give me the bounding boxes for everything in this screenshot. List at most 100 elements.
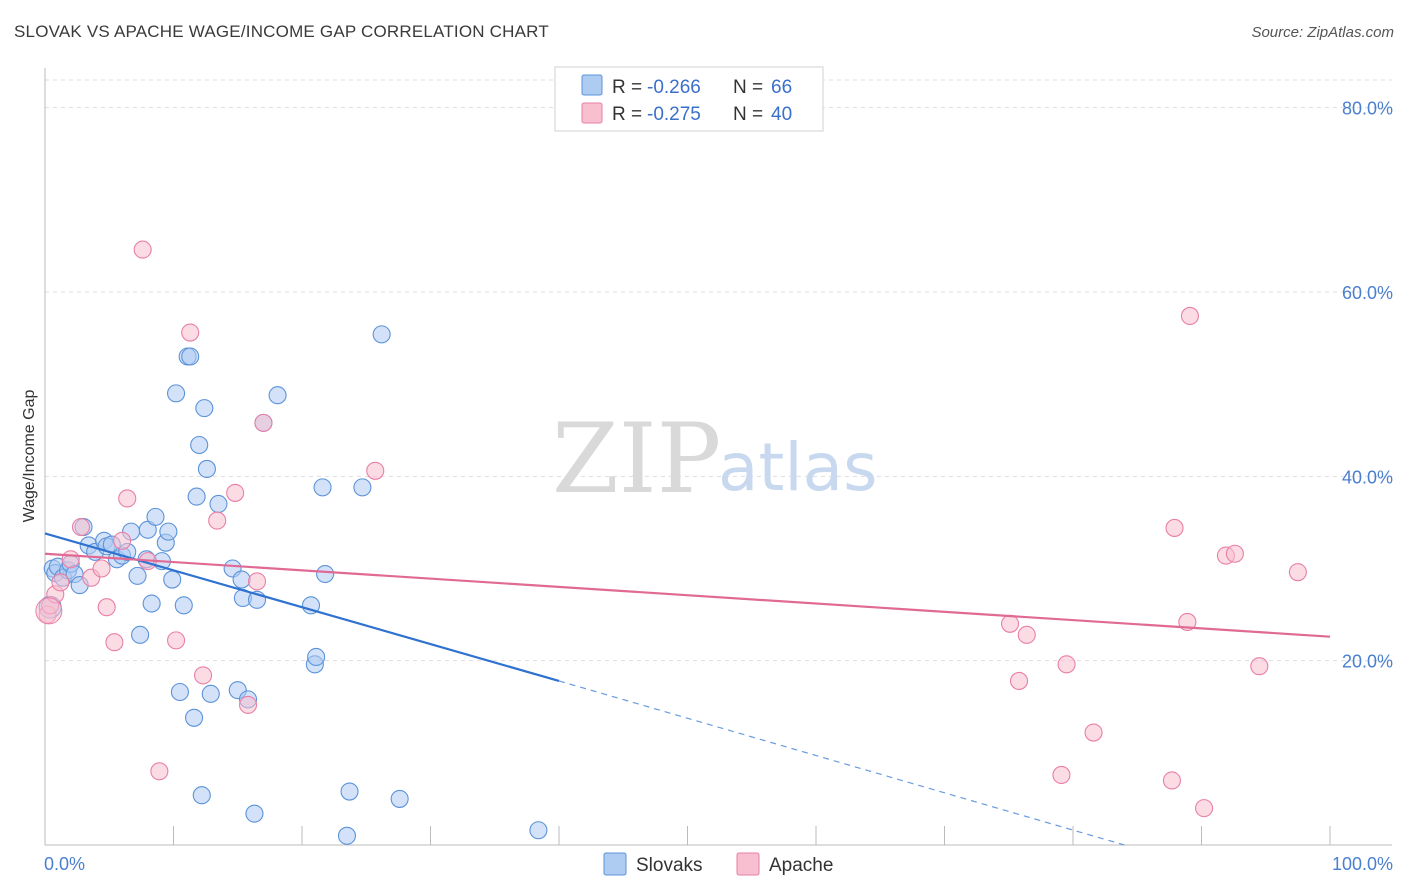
legend-swatch-apache	[581, 102, 603, 124]
legend-r-value-1: -0.266	[647, 77, 701, 98]
apache-point-28	[1057, 655, 1076, 674]
slovaks-point-36	[192, 786, 211, 805]
legend-r-label-1: R =	[612, 77, 642, 98]
apache-point-33	[1180, 306, 1199, 326]
legend-n-label-2: N =	[733, 104, 763, 125]
apache-point-large	[35, 597, 63, 625]
y-tick-label-0: 20.0%	[1342, 652, 1393, 672]
apache-point-38	[1288, 563, 1307, 582]
apache-point-36	[1225, 544, 1244, 563]
x-tick-label-1: 100.0%	[1332, 854, 1393, 874]
y-tick-label-1: 40.0%	[1342, 467, 1393, 487]
slovaks-point-46	[245, 804, 264, 823]
slovaks-point-57	[353, 478, 372, 497]
bottom-legend-label-slovaks: Slovaks	[636, 855, 703, 876]
apache-point-20	[238, 695, 258, 714]
legend-n-value-2: 40	[771, 104, 792, 125]
slovaks-point-23	[146, 507, 165, 526]
slovaks-point-34	[187, 487, 206, 506]
slovaks-point-38	[197, 459, 216, 479]
trend-line-slovaks-extrapolated	[558, 680, 1125, 846]
apache-point-31	[1165, 518, 1184, 537]
axes	[44, 68, 1392, 846]
apache-point-14	[150, 762, 169, 781]
slovaks-point-32	[181, 347, 200, 366]
source-credit: Source: ZipAtlas.com	[1251, 24, 1394, 41]
slovaks-point-58	[372, 325, 391, 344]
slovaks-point-39	[201, 684, 220, 703]
x-tick-label-0: 0.0%	[44, 854, 85, 874]
x-tick-labels: 0.0% 100.0%	[44, 854, 1393, 874]
apache-point-23	[366, 461, 385, 480]
apache-point-8	[97, 598, 116, 617]
apache-point-29	[1084, 723, 1103, 742]
legend-box: R = -0.266 N = 66 R = -0.275 N = 40	[554, 66, 824, 132]
bottom-legend-swatch-slovaks	[603, 852, 627, 876]
apache-point-9	[105, 633, 124, 652]
series-apache-points	[35, 240, 1307, 818]
apache-point-30	[1162, 771, 1181, 790]
slovaks-point-28	[167, 384, 186, 403]
y-tick-labels: 20.0% 40.0% 60.0% 80.0%	[1342, 99, 1393, 672]
y-tick-label-2: 60.0%	[1342, 283, 1393, 303]
slovaks-point-52	[307, 647, 326, 667]
apache-point-17	[194, 666, 213, 685]
slovaks-point-59	[390, 789, 409, 808]
apache-point-3	[51, 573, 70, 592]
slovaks-point-60	[529, 821, 548, 840]
apache-point-7	[92, 559, 111, 578]
apache-point-12	[133, 240, 152, 259]
apache-point-19	[226, 483, 245, 502]
apache-point-26	[1017, 625, 1036, 644]
apache-point-34	[1195, 799, 1214, 818]
bottom-legend: Slovaks Apache	[603, 852, 833, 876]
trend-lines	[44, 532, 1331, 846]
slovaks-point-55	[337, 826, 357, 845]
slovaks-point-43	[232, 570, 251, 589]
slovaks-point-19	[131, 625, 150, 644]
apache-point-16	[181, 323, 200, 342]
slovaks-point-26	[159, 522, 178, 541]
watermark-zip: ZIP	[552, 403, 721, 515]
slovaks-point-56	[340, 782, 359, 801]
series-slovaks-points	[38, 325, 548, 845]
legend-n-value-1: 66	[771, 77, 792, 98]
apache-point-37	[1250, 657, 1269, 676]
trend-line-apache	[44, 552, 1331, 638]
trend-line-slovaks	[44, 532, 560, 682]
apache-point-5	[71, 517, 91, 537]
slovaks-point-54	[316, 564, 335, 584]
slovaks-point-33	[185, 708, 204, 727]
slovaks-point-53	[313, 478, 332, 497]
slovaks-point-29	[170, 682, 189, 702]
apache-point-4	[61, 550, 80, 569]
watermark: ZIP atlas	[552, 403, 878, 515]
apache-point-11	[118, 489, 137, 508]
legend-r-label-2: R =	[612, 104, 642, 125]
apache-point-10	[113, 531, 132, 550]
slovaks-point-35	[190, 435, 209, 455]
apache-point-15	[167, 631, 186, 650]
slovaks-point-49	[268, 386, 287, 405]
slovaks-point-37	[195, 399, 214, 418]
slovaks-point-27	[163, 570, 182, 589]
y-axis-label: Wage/Income Gap	[21, 390, 38, 523]
y-tick-label-3: 80.0%	[1342, 99, 1393, 119]
slovaks-point-40	[209, 494, 228, 514]
legend-r-value-2: -0.275	[647, 104, 701, 125]
apache-point-18	[208, 511, 227, 530]
slovaks-point-18	[128, 566, 147, 585]
apache-point-27	[1052, 765, 1071, 785]
apache-point-25	[1009, 671, 1029, 690]
slovaks-point-30	[174, 596, 193, 615]
chart-title: SLOVAK VS APACHE WAGE/INCOME GAP CORRELA…	[14, 22, 549, 41]
apache-point-21	[247, 572, 267, 591]
bottom-legend-swatch-apache	[736, 852, 760, 876]
apache-point-24	[1000, 614, 1020, 633]
bottom-legend-label-apache: Apache	[769, 855, 833, 876]
watermark-atlas: atlas	[718, 429, 878, 506]
legend-swatch-slovaks	[581, 74, 603, 96]
legend-n-label-1: N =	[733, 77, 763, 98]
apache-point-22	[254, 413, 273, 432]
